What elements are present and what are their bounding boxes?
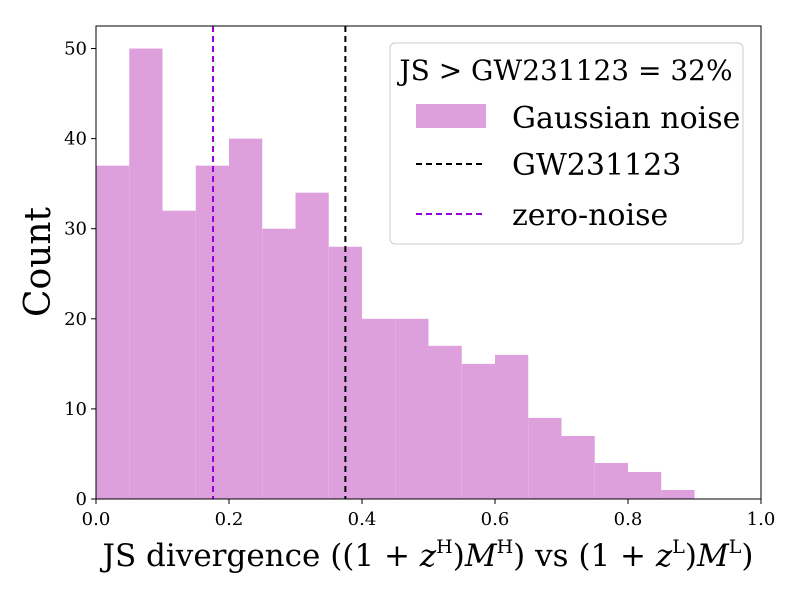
legend-label-gw231123: GW231123: [512, 148, 681, 183]
y-axis-ticks: 0 10 20 30 40 50: [64, 39, 96, 510]
histogram-bar: [495, 354, 529, 499]
y-tick-label: 10: [64, 399, 87, 420]
x-axis-label-z-h: z: [419, 538, 437, 574]
legend-swatch-gaussian-noise: [416, 104, 486, 128]
x-axis-label-vs: ) vs (1 +: [513, 538, 656, 574]
y-tick-label: 50: [64, 39, 87, 60]
x-tick-label: 0.6: [481, 509, 510, 530]
y-tick-label: 30: [64, 219, 87, 240]
x-tick-label: 0.2: [215, 509, 244, 530]
x-tick-label: 0.8: [614, 509, 643, 530]
histogram-bar: [395, 318, 429, 499]
x-axis-label-sup-l2: L: [729, 536, 742, 558]
histogram-bar: [295, 192, 329, 499]
histogram-bar: [561, 435, 595, 499]
histogram-bar: [594, 462, 628, 499]
legend: JS > GW231123 = 32% Gaussian noise GW231…: [389, 42, 744, 245]
histogram-bars: [96, 48, 695, 500]
x-axis-label-m-l: M: [696, 538, 730, 574]
y-tick-label: 0: [76, 489, 87, 510]
x-axis-label-mid: ): [453, 538, 465, 574]
histogram-bar: [628, 471, 662, 499]
x-axis-label-sup-l1: L: [672, 536, 685, 558]
histogram-bar: [461, 363, 495, 499]
legend-label-gaussian-noise: Gaussian noise: [512, 101, 740, 136]
reference-lines: [212, 26, 347, 499]
legend-title: JS > GW231123 = 32%: [396, 54, 732, 87]
y-tick-label: 20: [64, 309, 87, 330]
histogram-bar: [428, 345, 462, 499]
histogram-bar: [362, 318, 396, 499]
histogram-bar: [661, 489, 695, 499]
y-axis-label: Count: [18, 206, 59, 317]
y-tick-label: 40: [64, 129, 87, 150]
histogram-bar: [129, 48, 163, 500]
x-axis-label-z-l: z: [655, 538, 673, 574]
x-axis-label-close: ): [741, 538, 753, 574]
legend-box: [389, 42, 744, 245]
x-tick-label: 0.0: [82, 509, 111, 530]
x-axis-label-sup-h2: H: [497, 536, 514, 558]
histogram-bar: [229, 138, 263, 499]
histogram-bar: [162, 210, 196, 499]
histogram-bar: [262, 228, 296, 499]
histogram-bar: [528, 417, 562, 499]
x-axis-label-mid2: ): [685, 538, 697, 574]
x-axis-ticks: 0.0 0.2 0.4 0.6 0.8 1.0: [82, 499, 776, 530]
x-axis-label-m-h: M: [464, 538, 498, 574]
x-axis-label: JS divergence ((1 + zH)MH) vs (1 + zL)ML…: [100, 536, 754, 574]
x-axis-label-sup-h1: H: [436, 536, 453, 558]
plot-frame: [95, 25, 762, 500]
legend-label-zero-noise: zero-noise: [512, 198, 668, 233]
x-tick-label: 1.0: [747, 509, 776, 530]
x-axis-label-prefix: JS divergence ((1 +: [100, 538, 420, 574]
histogram-bar: [96, 165, 130, 499]
x-tick-label: 0.4: [348, 509, 377, 530]
